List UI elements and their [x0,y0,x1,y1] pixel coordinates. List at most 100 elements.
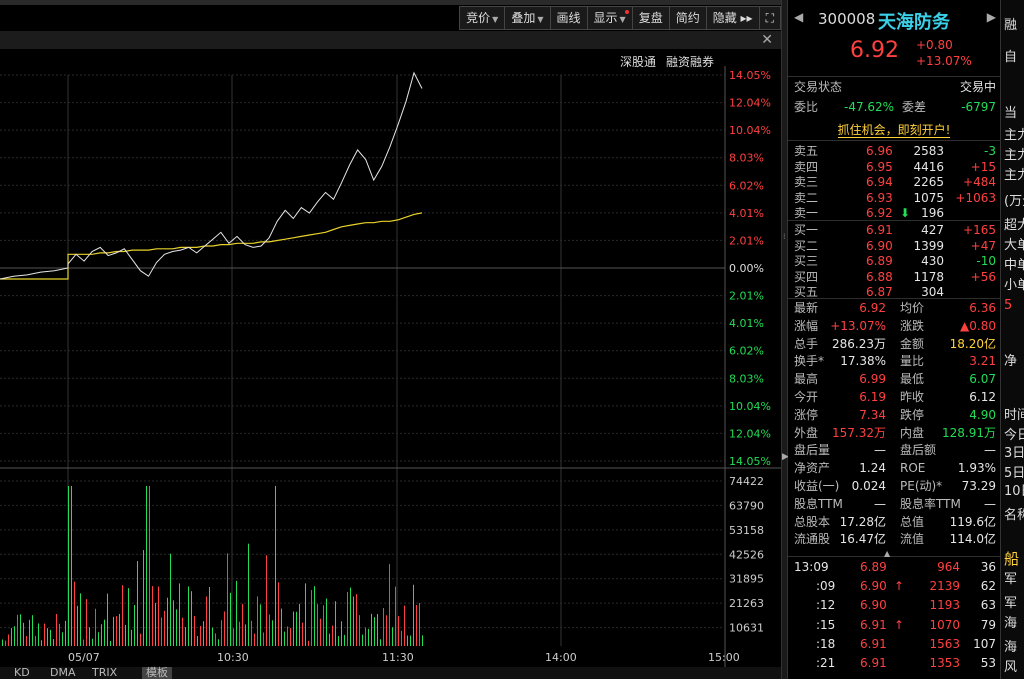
side-item-2[interactable]: 当 [1004,106,1018,121]
tick-time: :09 [816,579,836,594]
volume-bar [413,584,414,646]
toolbar-button-4[interactable]: 复盘 [631,6,670,30]
toolbar-button-5[interactable]: 简约 [668,6,707,30]
volume-bar [194,615,195,646]
side-item-18[interactable]: 名称 [1004,508,1024,523]
toolbar-button-6[interactable]: 隐藏 ▸▸ [705,6,760,30]
volume-bar [263,632,264,646]
indicator-tab-2[interactable]: TRIX [92,666,118,679]
toolbar-button-1[interactable]: 叠加 ▼ [504,6,551,30]
toolbar-button-2[interactable]: 画线 [549,6,588,30]
side-item-23[interactable]: 海 [1004,640,1018,655]
pane-splitter[interactable]: ⁞ ▶ [781,0,789,679]
volume-bar [161,617,162,646]
intraday-chart-pane[interactable]: 竞价 ▼ 叠加 ▼ 画线 显示 ▼ 复盘 简约 隐藏 ▸▸ ⛶ ✕ 深股通 融资融券 14.05% 12… [0,0,781,679]
side-item-12[interactable]: 净 [1004,354,1018,369]
indicator-tab-3[interactable]: 模板 [142,667,172,679]
level-label: 卖五 [794,144,819,158]
side-item-24[interactable]: 风 [1004,660,1018,675]
side-item-11[interactable]: 5 [1004,298,1013,313]
volume-bar [164,610,165,646]
volume-bar [269,614,270,646]
weibi-row: 委比 -47.62% 委差 -6797 [794,99,996,116]
y-tick-label: 6.02% [729,345,764,358]
collapse-up-icon[interactable]: ▲ [884,549,891,558]
side-item-13[interactable]: 时间 [1004,408,1024,423]
intraday-chart[interactable]: 14.05% 12.04% 10.04% 8.03% 6.02% 4.01% 2.01% 0.… [0,66,781,667]
average-price-line [0,212,423,280]
order-book-row: 买一 6.91 427 +165 [794,222,996,239]
volume-bar [281,608,282,646]
volume-bar [251,620,252,646]
collapse-arrow-icon[interactable]: ▶ [782,452,789,462]
side-item-4[interactable]: 主力 [1004,148,1024,163]
stat-value: 114.0亿 [949,532,996,547]
volume-bar [290,628,291,646]
weibi-label: 委比 [794,100,819,114]
stat-value: — [874,443,886,458]
level-change: +56 [970,269,996,284]
volume-bar [113,616,114,646]
side-item-7[interactable]: 超大 [1004,218,1024,233]
toolbar-button-3[interactable]: 显示 ▼ [586,6,633,30]
side-item-14[interactable]: 今日 [1004,428,1024,443]
side-item-10[interactable]: 小单 [1004,278,1024,293]
level-label: 卖二 [794,190,819,205]
toolbar-button-0[interactable]: 竞价 ▼ [459,6,506,30]
volume-bar [44,623,45,646]
link-1[interactable]: 融资融券 [666,55,715,69]
tick-count: 62 [980,579,996,594]
toolbar-button-label: 显示 [593,11,618,25]
next-stock-icon[interactable]: ▶ [986,10,996,24]
volume-bar [365,627,366,646]
stat-value: 6.99 [859,372,886,387]
chart-subheader [0,31,781,49]
level-volume: 4416 [913,159,944,174]
side-item-16[interactable]: 5日 [1004,466,1024,481]
volume-bar [80,593,81,646]
volume-bar [47,628,48,646]
volume-bar [104,619,105,646]
volume-bar [407,635,408,646]
order-book-row: 卖五 6.96 2583 -3 [794,143,996,160]
level-change: +15 [970,159,996,174]
indicator-tab-1[interactable]: DMA [50,666,76,679]
side-item-9[interactable]: 中单 [1004,258,1024,273]
volume-bar [107,593,108,646]
open-account-ad[interactable]: 抓住机会，即刻开户! [788,120,1000,140]
volume-bar [329,633,330,646]
stat-value: 16.47亿 [839,532,886,547]
level-change: -10 [976,254,996,268]
side-item-8[interactable]: 大单 [1004,238,1024,253]
side-item-1[interactable]: 自 [1004,50,1018,65]
level-price: 6.94 [866,175,893,189]
link-0[interactable]: 深股通 [620,55,657,69]
y-tick-label: 8.03% [729,372,764,385]
side-item-0[interactable]: 融 [1004,18,1018,33]
side-item-22[interactable]: 海 [1004,616,1018,631]
side-item-21[interactable]: 军 [1004,596,1018,611]
volume-bar [377,613,378,646]
indicator-tab-0[interactable]: KD [14,666,30,679]
side-item-20[interactable]: 军 [1004,572,1018,587]
side-item-19[interactable]: 船 [1004,550,1020,568]
side-item-3[interactable]: 主力 [1004,128,1024,143]
y-tick-label: 10.04% [729,400,771,413]
level-price: 6.90 [866,238,893,253]
fullscreen-button[interactable]: ⛶ [758,6,781,30]
y-tick-label: 4.01% [729,317,764,330]
level-volume: 1399 [913,238,944,253]
stat-label: ROE [900,461,926,476]
side-item-17[interactable]: 10日 [1004,484,1024,499]
volume-bar [371,613,372,646]
tick-volume: 1193 [929,598,960,613]
side-item-15[interactable]: 3日 [1004,446,1024,461]
side-item-5[interactable]: 主力 [1004,168,1024,183]
volume-bar [56,613,57,646]
level-price: 6.89 [866,254,893,268]
close-icon[interactable]: ✕ [761,32,773,48]
prev-stock-icon[interactable]: ◀ [794,10,804,24]
volume-bar [224,611,225,646]
stat-label: 总手 [794,336,819,351]
side-item-6[interactable]: (万元 [1004,194,1024,209]
